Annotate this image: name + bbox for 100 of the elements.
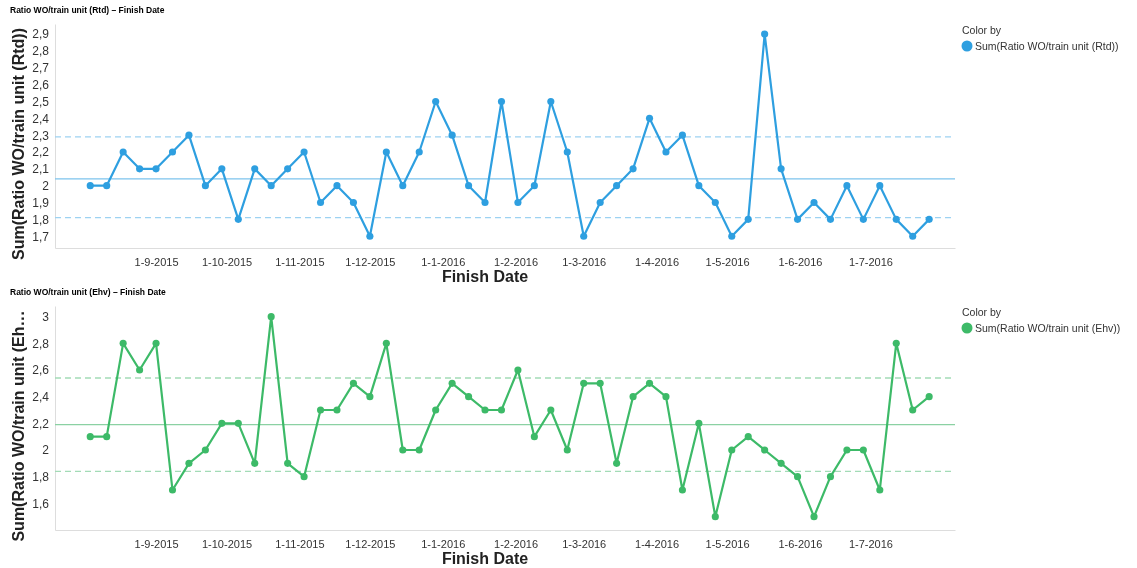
y-tick-label: 1,9 [32,195,50,210]
point [284,459,292,467]
point [415,446,423,454]
point [481,406,489,414]
point [547,97,555,106]
point [300,148,308,156]
point [613,182,621,190]
point [284,165,292,173]
point [103,182,111,190]
point [514,366,522,374]
point [925,215,933,223]
point [711,198,719,207]
y-tick-label: 2 [42,443,50,458]
point [563,148,571,156]
point [580,379,588,387]
y-tick-label: 2,2 [32,416,50,431]
y-tick-label: 1,8 [32,212,50,227]
point [399,182,407,190]
x-tick-label: 1-3-2016 [562,255,607,268]
point [777,459,785,467]
point [168,148,177,156]
point [366,232,374,240]
point [859,446,867,454]
point [218,419,226,427]
point [728,446,736,454]
point [678,131,686,139]
y-tick-label: 1,8 [32,470,50,485]
point [810,198,818,207]
point [629,393,637,401]
point [497,97,506,106]
point [761,446,769,454]
point [744,433,752,441]
point [234,215,242,223]
y-tick-label: 1,7 [32,229,50,244]
point [185,131,193,139]
point [662,393,670,401]
legend-title: Color by [962,306,1002,318]
point [168,486,177,494]
point [876,486,884,494]
point [201,182,209,190]
x-tick-label: 1-4-2016 [635,255,680,268]
point [152,339,160,347]
point [629,165,637,173]
point [777,165,785,173]
x-tick-label: 1-7-2016 [848,537,893,550]
point [349,379,357,387]
point [645,379,654,387]
point [580,232,588,240]
y-tick-label: 1,6 [32,496,50,511]
point [563,446,571,454]
y-tick-label: 2,2 [32,145,50,160]
x-tick-label: 1-2-2016 [494,255,539,268]
point [152,165,160,173]
x-tick-label: 1-12-2015 [345,255,396,268]
x-tick-label: 1-6-2016 [778,537,823,550]
point [218,165,226,173]
point [843,446,851,454]
point [645,114,654,122]
legend-label: Sum(Ratio WO/train unit (Ehv)) [975,322,1121,334]
y-tick-label: 2,8 [32,44,50,59]
point [300,473,308,481]
point [382,339,390,347]
x-tick-label: 1-11-2015 [275,537,325,550]
x-tick-label: 1-7-2016 [848,255,893,268]
point [744,215,752,223]
x-tick-label: 1-5-2016 [705,255,750,268]
point [316,406,325,414]
x-tick-label: 1-9-2015 [134,537,179,550]
point [136,366,144,374]
point [366,393,374,401]
y-axis-title: Sum(Ratio WO/train unit (Rtd)) [10,28,27,260]
y-tick-label: 2,6 [32,77,50,92]
chart-title: Ratio WO/train unit (Rtd) – Finish Date [10,5,165,15]
point [349,198,357,207]
point [415,148,423,156]
x-tick-label: 1-6-2016 [778,255,823,268]
point [267,182,275,190]
y-tick-label: 2,6 [32,363,50,378]
point [909,232,917,240]
point [316,198,325,207]
y-tick-label: 2,3 [32,128,50,143]
point [695,182,703,190]
point [596,379,604,387]
x-tick-label: 1-11-2015 [275,255,325,268]
point [810,513,818,521]
point [234,419,242,427]
point [711,513,719,521]
point [662,148,670,156]
y-tick-label: 2,4 [32,111,50,126]
y-tick-label: 2 [42,179,50,194]
point [432,406,440,414]
point [596,198,604,207]
point [613,459,621,467]
x-tick-label: 1-3-2016 [562,537,607,550]
point [892,215,900,223]
x-tick-label: 1-5-2016 [705,537,750,550]
point [119,148,127,156]
point [497,406,506,414]
x-tick-label: 1-10-2015 [201,537,253,550]
point [843,182,851,190]
